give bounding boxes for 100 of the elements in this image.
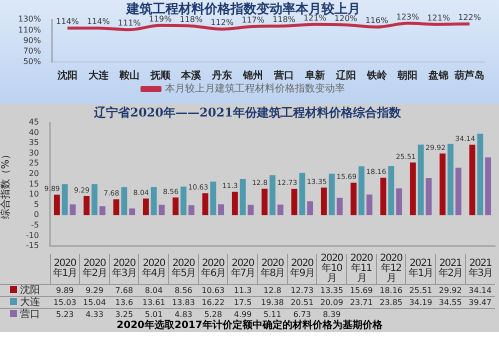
bar bbox=[299, 172, 306, 216]
legend-label: 营口 bbox=[19, 308, 41, 320]
bar bbox=[380, 178, 386, 216]
y-tick-label: 5 bbox=[34, 200, 39, 209]
data-label: 23.85 bbox=[378, 297, 404, 308]
data-label: 13.35 bbox=[319, 285, 344, 296]
x-tick-label: 2020年6月 bbox=[198, 254, 228, 284]
bar bbox=[210, 182, 216, 216]
bar bbox=[320, 188, 327, 216]
data-label: 34.19 bbox=[408, 297, 434, 308]
bar bbox=[336, 198, 343, 216]
data-label: 29.92 bbox=[438, 285, 463, 296]
bar bbox=[388, 166, 394, 216]
bar bbox=[248, 204, 254, 216]
data-label: 15.04 bbox=[82, 297, 107, 308]
y-tick-label: 30 bbox=[28, 148, 39, 158]
bar bbox=[350, 182, 357, 216]
bar bbox=[99, 206, 106, 216]
bar bbox=[328, 174, 335, 216]
data-label: 3.25 bbox=[114, 309, 134, 320]
x-tick-label: 沈阳 bbox=[56, 70, 78, 82]
data-label: 4.99 bbox=[232, 309, 253, 319]
bar bbox=[358, 166, 364, 216]
bar bbox=[54, 194, 60, 216]
data-label: 4.83 bbox=[174, 309, 194, 320]
data-label: 6.73 bbox=[292, 309, 312, 320]
chart-title: 辽宁省2020年——2021年份建筑工程材料价格综合指数 bbox=[93, 105, 402, 120]
x-tick-label: 2020年5月 bbox=[168, 254, 198, 284]
x-tick-label: 大连 bbox=[87, 70, 110, 82]
x-tick-label: 2020年1月 bbox=[50, 254, 80, 284]
bar bbox=[129, 208, 136, 216]
x-tick-label: 2021年2月 bbox=[436, 254, 466, 284]
bar bbox=[62, 184, 68, 216]
data-label: 10.63 bbox=[200, 285, 226, 296]
y-tick-label: 70% bbox=[23, 46, 42, 56]
bar bbox=[410, 162, 416, 216]
data-label: 12.73 bbox=[290, 285, 315, 296]
x-tick-label: 营口 bbox=[272, 70, 294, 82]
y-tick-label: -5 bbox=[31, 220, 39, 230]
bar bbox=[469, 144, 476, 216]
data-label: 23.71 bbox=[348, 297, 374, 308]
data-label: 120% bbox=[334, 14, 358, 23]
data-label: 20.09 bbox=[319, 297, 344, 308]
legend-label: 大连 bbox=[19, 296, 41, 308]
data-label: 121% bbox=[427, 13, 450, 22]
data-label: 16.22 bbox=[200, 297, 226, 308]
data-label: 15.69 bbox=[348, 285, 374, 296]
data-label: 117% bbox=[242, 16, 265, 25]
y-tick-label: 90% bbox=[23, 36, 42, 45]
y-tick-label: 20 bbox=[28, 168, 39, 178]
y-tick-label: 130% bbox=[18, 14, 42, 24]
y-tick-label: 10 bbox=[28, 190, 39, 199]
x-tick-label: 2021年1月 bbox=[406, 254, 436, 284]
bar bbox=[426, 178, 432, 216]
text: 2020年选取2017年计价定额中确定的材料价格为基期价格 bbox=[116, 320, 384, 332]
bar bbox=[440, 153, 446, 216]
data-label: 123% bbox=[396, 12, 420, 22]
x-tick-label: 2020年11月 bbox=[346, 253, 376, 284]
bar bbox=[396, 188, 402, 216]
data-label: 19.38 bbox=[260, 297, 285, 308]
y-tick-label: 0 bbox=[34, 210, 39, 220]
x-tick-label: 铁岭 bbox=[366, 70, 388, 82]
bar bbox=[150, 187, 157, 216]
bar bbox=[121, 187, 128, 216]
y-tick-label: 45 bbox=[28, 117, 39, 126]
x-tick-label: 2020年10月 bbox=[316, 253, 347, 284]
data-label: 114% bbox=[86, 17, 110, 26]
x-tick-label: 2020年3月 bbox=[109, 254, 139, 284]
x-tick-label: 2020年2月 bbox=[80, 254, 110, 284]
bar bbox=[113, 199, 120, 216]
bar bbox=[455, 168, 462, 216]
data-label: 5.28 bbox=[203, 309, 224, 320]
x-tick-label: 抚顺 bbox=[149, 70, 172, 82]
data-label: 20.51 bbox=[290, 297, 315, 308]
bar bbox=[202, 193, 208, 216]
y-tick-label: 40 bbox=[28, 128, 39, 137]
data-label: 118% bbox=[180, 15, 204, 24]
bar bbox=[270, 175, 276, 216]
legend-label: 沈阳 bbox=[19, 284, 41, 296]
data-label: 112% bbox=[210, 18, 234, 28]
bar bbox=[418, 144, 424, 216]
bar bbox=[240, 179, 246, 216]
data-label: 114% bbox=[56, 17, 80, 26]
bar bbox=[218, 204, 224, 216]
data-label: 5.23 bbox=[54, 309, 75, 320]
x-tick-label: 阜新 bbox=[304, 70, 325, 82]
bar bbox=[448, 144, 454, 216]
data-label: 5.01 bbox=[144, 309, 164, 320]
bar bbox=[262, 188, 268, 216]
data-label: 39.47 bbox=[468, 297, 493, 308]
data-label: 118% bbox=[272, 15, 296, 24]
y-tick-label: 35 bbox=[28, 138, 39, 148]
bar bbox=[92, 184, 98, 216]
bar bbox=[158, 204, 165, 216]
data-label: 25.51 bbox=[408, 285, 434, 296]
data-label: 15.03 bbox=[52, 297, 78, 308]
bar bbox=[307, 201, 314, 216]
data-label: 13.6 bbox=[114, 297, 134, 308]
data-label: 34.14 bbox=[468, 285, 493, 296]
x-tick-label: 2020年7月 bbox=[228, 254, 258, 284]
